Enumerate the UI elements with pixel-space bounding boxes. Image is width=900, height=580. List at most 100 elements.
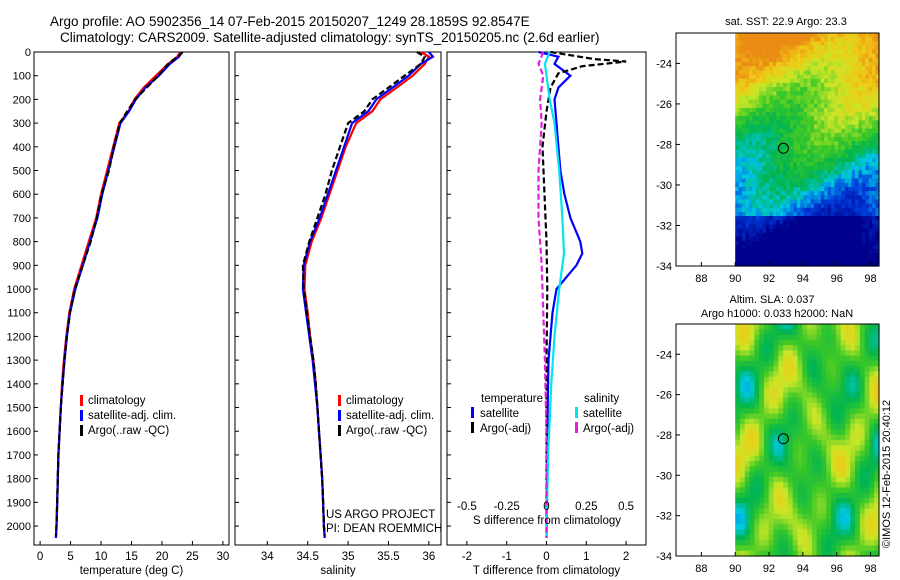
heatmap-cell <box>840 392 847 399</box>
heatmap-cell <box>793 78 798 84</box>
heatmap-cell <box>803 66 808 72</box>
heatmap-cell <box>821 540 827 547</box>
heatmap-cell <box>824 137 829 142</box>
heatmap-cell <box>869 550 875 557</box>
heatmap-cell <box>745 141 750 146</box>
heatmap-cell <box>821 392 827 399</box>
heatmap-cell <box>787 403 794 409</box>
heatmap-cell <box>872 211 877 217</box>
heatmap-cell <box>817 128 822 134</box>
argo-location-marker <box>777 142 789 154</box>
heatmap-cell <box>738 182 743 188</box>
heatmap-cell <box>855 220 860 225</box>
heatmap-cell <box>744 440 751 446</box>
heatmap-cell <box>826 492 832 499</box>
heatmap-cell <box>779 216 784 221</box>
heatmap-cell <box>813 149 818 155</box>
heatmap-cell <box>738 161 743 167</box>
heatmap-cell <box>816 397 823 404</box>
heatmap-cell <box>850 461 856 467</box>
heatmap-cell <box>763 376 770 383</box>
heatmap-cell <box>783 392 789 399</box>
heatmap-cell <box>779 195 784 201</box>
heatmap-cell <box>793 57 798 63</box>
heatmap-cell <box>874 445 880 452</box>
heatmap-cell <box>811 360 818 367</box>
heatmap-cell <box>834 107 839 113</box>
heatmap-cell <box>748 87 753 92</box>
heatmap-cell <box>802 476 808 483</box>
heatmap-cell <box>816 403 823 409</box>
heatmap-cell <box>735 62 740 67</box>
heatmap-cell <box>735 241 740 246</box>
heatmap-cell <box>745 82 750 88</box>
heatmap-cell <box>776 161 781 167</box>
heatmap-cell <box>783 207 788 213</box>
heatmap-cell <box>831 45 836 51</box>
heatmap-cell <box>762 62 767 67</box>
heatmap-cell <box>797 482 803 489</box>
heatmap-cell <box>811 445 818 452</box>
heatmap-cell <box>861 241 866 246</box>
heatmap-cell <box>872 216 877 221</box>
heatmap-cell <box>783 413 789 420</box>
heatmap-cell <box>787 466 794 473</box>
heatmap-cell <box>827 199 832 205</box>
heatmap-cell <box>800 249 805 255</box>
heatmap-cell <box>865 74 870 80</box>
heatmap-cell <box>802 545 808 552</box>
heatmap-cell <box>831 424 837 431</box>
heatmap-cell <box>844 137 849 142</box>
heatmap-cell <box>778 350 784 357</box>
heatmap-cell <box>786 224 791 230</box>
heatmap-cell <box>752 137 757 142</box>
heatmap-cell <box>872 141 877 146</box>
heatmap-cell <box>811 519 818 525</box>
heatmap-cell <box>872 112 877 117</box>
heatmap-cell <box>787 487 794 494</box>
heatmap-cell <box>786 91 791 97</box>
heatmap-cell <box>835 466 842 473</box>
heatmap-cell <box>817 107 822 113</box>
heatmap-cell <box>851 236 856 242</box>
heatmap-cell <box>841 224 846 230</box>
heatmap-cell <box>778 360 784 367</box>
heatmap-cell <box>837 191 842 196</box>
heatmap-cell <box>738 149 743 155</box>
heatmap-cell <box>802 519 808 525</box>
heatmap-cell <box>817 211 822 217</box>
heatmap-cell <box>745 174 750 180</box>
heatmap-cell <box>776 166 781 171</box>
heatmap-cell <box>858 166 863 171</box>
heatmap-cell <box>865 87 870 92</box>
heatmap-cell <box>807 232 812 238</box>
heatmap-cell <box>772 186 777 192</box>
series-satellite-adj-clim- <box>54 51 184 538</box>
heatmap-cell <box>762 91 767 97</box>
heatmap-cell <box>738 124 743 130</box>
heatmap-cell <box>851 137 856 142</box>
heatmap-cell <box>742 107 747 113</box>
heatmap-cell <box>740 413 746 420</box>
heatmap-cell <box>738 107 743 113</box>
heatmap-cell <box>807 371 813 378</box>
heatmap-cell <box>800 70 805 76</box>
heatmap-cell <box>786 116 791 121</box>
heatmap-cell <box>826 403 832 409</box>
heatmap-cell <box>735 513 741 520</box>
heatmap-cell <box>773 513 779 520</box>
heatmap-cell <box>837 53 842 59</box>
heatmap-cell <box>835 550 842 557</box>
heatmap-cell <box>769 245 774 250</box>
heatmap-cell <box>783 360 789 367</box>
heatmap-cell <box>851 232 856 238</box>
panel-temperature: 0 5 10 15 20 25 300100200300400500600700800900… <box>7 47 230 577</box>
heatmap-cell <box>796 207 801 213</box>
heatmap-cell <box>841 195 846 201</box>
heatmap-cell <box>738 116 743 121</box>
heatmap-cell <box>787 445 794 452</box>
heatmap-cell <box>844 74 849 80</box>
heatmap-cell <box>755 49 760 55</box>
heatmap-cell <box>754 418 760 425</box>
s-tick-label: -0.5 <box>457 501 477 513</box>
